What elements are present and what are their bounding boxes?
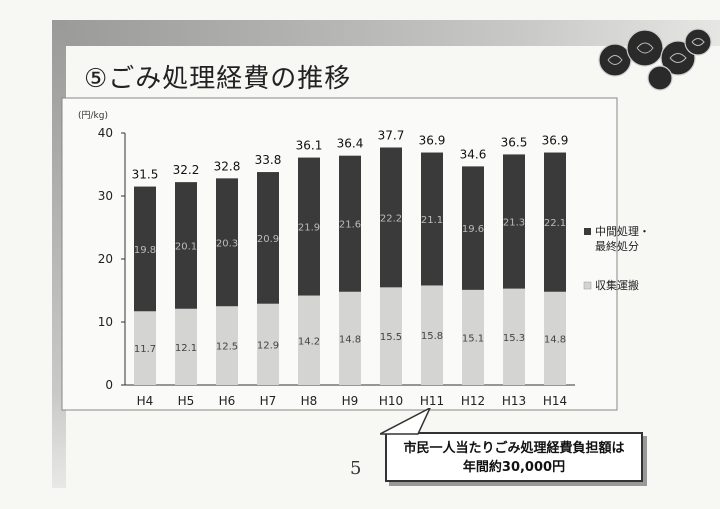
bar-segment-processing	[544, 152, 566, 292]
data-label-total: 32.2	[173, 163, 200, 177]
data-label-collection: 14.2	[298, 336, 320, 347]
bar-segment-collection	[216, 306, 238, 385]
data-label-collection: 14.8	[339, 334, 361, 345]
y-tick-label: 20	[98, 252, 113, 266]
data-label-total: 37.7	[378, 128, 405, 142]
data-label-processing: 21.6	[339, 220, 361, 231]
data-label-collection: 12.5	[216, 342, 238, 353]
legend-swatch-processing	[584, 228, 591, 235]
x-tick-label: H5	[178, 394, 195, 408]
y-tick-label: 30	[98, 189, 113, 203]
data-label-total: 36.9	[542, 134, 569, 148]
y-axis-unit: (円/kg)	[78, 110, 108, 121]
data-label-processing: 19.6	[462, 224, 484, 235]
data-label-total: 34.6	[460, 147, 487, 161]
y-tick-label: 10	[98, 315, 113, 329]
data-label-processing: 19.8	[134, 245, 156, 256]
bar-segment-collection	[421, 285, 443, 385]
bar-segment-processing	[257, 172, 279, 304]
data-label-collection: 15.5	[380, 332, 402, 343]
data-label-processing: 22.1	[544, 218, 566, 229]
x-tick-label: H12	[461, 394, 485, 408]
y-tick-label: 40	[98, 126, 113, 140]
summary-callout: 市民一人当たりごみ処理経費負担額は 年間約30,000円	[385, 432, 643, 482]
data-label-total: 36.9	[419, 134, 446, 148]
legend-label-processing-line2: 最終処分	[595, 239, 639, 253]
y-tick-label: 0	[105, 378, 113, 392]
data-label-total: 36.1	[296, 139, 323, 153]
x-tick-label: H8	[301, 394, 318, 408]
x-tick-label: H9	[342, 394, 359, 408]
page-title: ⑤ごみ処理経費の推移	[84, 64, 352, 94]
bar-segment-collection	[544, 291, 566, 385]
header-band	[52, 20, 720, 46]
data-label-collection: 11.7	[134, 344, 156, 355]
data-label-processing: 21.9	[298, 223, 320, 234]
bar-segment-processing	[134, 186, 156, 312]
bar-segment-processing	[298, 157, 320, 296]
data-label-total: 36.5	[501, 135, 528, 149]
data-label-processing: 20.1	[175, 241, 197, 252]
legend-label-processing-line1: 中間処理・	[595, 225, 650, 238]
data-label-total: 36.4	[337, 137, 364, 151]
data-label-processing: 20.9	[257, 234, 279, 245]
legend-label-collection: 収集運搬	[595, 278, 639, 292]
bar-segment-collection	[257, 303, 279, 385]
callout-line1: 市民一人当たりごみ処理経費負担額は	[403, 441, 625, 456]
callout-line2: 年間約30,000円	[462, 460, 566, 475]
data-label-collection: 12.1	[175, 343, 197, 354]
bar-segment-collection	[298, 295, 320, 385]
data-label-processing: 22.2	[380, 213, 402, 224]
legend-swatch-collection	[583, 281, 592, 290]
x-tick-label: H13	[502, 394, 526, 408]
callout-pointer	[380, 408, 431, 435]
data-label-processing: 21.1	[421, 215, 443, 226]
bar-segment-collection	[339, 291, 361, 385]
bar-segment-collection	[503, 288, 525, 385]
bar-segment-collection	[134, 311, 156, 385]
stacked-bar-chart: (円/kg) 0 10 20 30 40 11.7 19.8 31.5 H4 12.1 20.1 32.…	[61, 97, 650, 411]
bar-segment-processing	[339, 155, 361, 292]
x-tick-label: H6	[219, 394, 236, 408]
data-label-processing: 21.3	[503, 218, 525, 229]
rose-decoration-image	[598, 28, 712, 91]
bar-segment-processing	[503, 154, 525, 289]
data-label-total: 31.5	[132, 168, 159, 182]
bar-segment-processing	[216, 178, 238, 307]
bar-segment-processing	[380, 147, 402, 288]
bar-segment-collection	[380, 287, 402, 385]
x-tick-label: H7	[260, 394, 277, 408]
data-label-collection: 15.1	[462, 333, 484, 344]
x-tick-label: H10	[379, 394, 403, 408]
bar-segment-processing	[175, 182, 197, 309]
x-tick-label: H4	[137, 394, 154, 408]
x-tick-label: H14	[543, 394, 567, 408]
data-label-collection: 15.8	[421, 331, 443, 342]
page-number: 5	[350, 458, 362, 479]
data-label-total: 32.8	[214, 159, 241, 173]
data-label-processing: 20.3	[216, 238, 238, 249]
bar-segment-processing	[421, 152, 443, 286]
data-label-collection: 12.9	[257, 340, 279, 351]
x-tick-label: H11	[420, 394, 444, 408]
data-label-collection: 15.3	[503, 333, 525, 344]
bar-segment-collection	[462, 289, 484, 385]
bar-segment-processing	[462, 166, 484, 290]
data-label-collection: 14.8	[544, 334, 566, 345]
bar-segment-collection	[175, 308, 197, 385]
data-label-total: 33.8	[255, 153, 282, 167]
